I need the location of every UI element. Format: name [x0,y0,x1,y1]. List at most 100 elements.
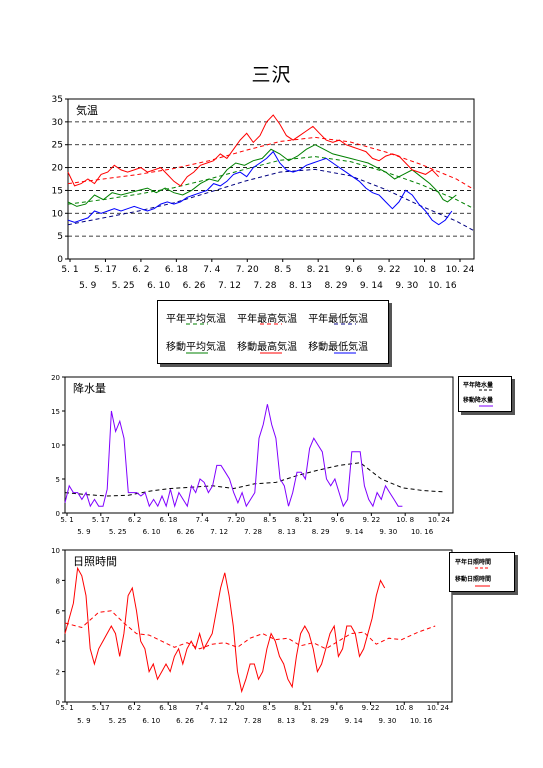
series-line-1 [64,404,403,509]
series-line-3 [67,144,457,207]
x-tick-label: 5. 1 [61,265,78,275]
sunshine-legend: 平年日照時間 移動日照時間 [449,552,515,592]
legend-label-normal-max: 平年最高気温 [237,314,298,325]
series-line-5 [67,150,453,226]
x-tick-label: 9. 22 [362,704,380,712]
x-tick-label: 6. 26 [176,717,194,725]
y-tick-label: 8 [56,577,60,585]
x-tick-label: 9. 30 [395,281,418,291]
x-tick-label: 8. 29 [312,528,330,536]
plot-area [64,376,454,514]
x-tick-label: 6. 26 [183,281,206,291]
x-tick-label: 10. 24 [446,265,475,275]
x-tick-label: 10. 8 [396,516,414,524]
x-tick-label: 5. 9 [77,528,90,536]
legend-label-moving-min: 移動最低気温 [308,342,369,353]
x-tick-label: 5. 9 [77,717,90,725]
plot-area [67,98,475,260]
x-tick-label: 7. 12 [210,528,228,536]
series-line-0 [64,462,445,497]
x-tick-label: 10. 24 [428,516,451,524]
x-tick-label: 8. 29 [324,281,347,291]
x-tick-label: 10. 8 [395,704,413,712]
y-tick-label: 10 [51,547,60,555]
y-tick-label: 4 [56,638,61,646]
legend-label-moving-precip: 移動降水量 [463,397,494,404]
x-tick-label: 5. 17 [92,516,110,524]
y-tick-label: 10 [51,442,60,450]
x-tick-label: 7. 20 [227,704,245,712]
x-tick-label: 6. 26 [176,528,194,536]
y-tick-label: 20 [52,164,64,174]
y-tick-label: 5 [57,232,63,242]
y-tick-label: 2 [56,669,60,677]
x-tick-label: 9. 14 [360,281,383,291]
x-tick-label: 6. 10 [147,281,170,291]
x-tick-label: 7. 4 [196,516,210,524]
x-tick-label: 6. 18 [160,516,178,524]
x-tick-label: 5. 17 [92,704,110,712]
x-tick-label: 6. 2 [128,516,141,524]
x-tick-label: 9. 14 [345,717,363,725]
series-line-1 [67,136,475,190]
legend-label-moving-mean: 移動平均気温 [166,342,226,353]
legend-label-moving-max: 移動最高気温 [237,342,298,353]
x-tick-label: 7. 20 [236,265,259,275]
legend-swatch-normal-sunshine-wrap [475,567,490,569]
legend-label-moving-sunshine: 移動日照時間 [455,576,492,583]
x-tick-label: 6. 18 [165,265,188,275]
x-tick-label: 10. 16 [410,717,433,725]
series-line-0 [67,156,475,210]
x-tick-label: 6. 10 [143,528,161,536]
x-tick-label: 7. 4 [195,704,209,712]
y-tick-label: 0 [57,255,63,265]
page-title: 三沢 [251,64,292,86]
legend-label-normal-precip: 平年降水量 [463,382,494,389]
x-tick-label: 8. 29 [311,717,329,725]
x-tick-label: 9. 22 [362,516,380,524]
x-tick-label: 10. 24 [427,704,450,712]
x-tick-label: 8. 5 [274,265,291,275]
x-tick-label: 5. 25 [109,717,127,725]
x-tick-label: 9. 14 [346,528,364,536]
y-tick-label: 25 [52,141,63,151]
x-tick-label: 10. 16 [428,281,457,291]
x-tick-label: 8. 21 [295,516,313,524]
y-tick-label: 0 [56,699,60,707]
legend-swatch-moving-sunshine-wrap [475,585,490,587]
x-tick-label: 8. 13 [278,528,296,536]
x-tick-label: 9. 30 [379,717,397,725]
plot-area [64,549,453,703]
x-tick-label: 10. 8 [413,265,436,275]
legend-label-normal-mean: 平年平均気温 [166,314,226,325]
x-tick-label: 9. 6 [330,704,344,712]
x-tick-label: 5. 25 [112,281,135,291]
legend-label-normal-sunshine: 平年日照時間 [455,559,492,566]
legend-swatch-moving-precip-wrap [479,405,493,407]
plot-title: 降水量 [73,381,106,395]
x-tick-label: 7. 28 [244,717,262,725]
x-tick-label: 7. 12 [210,717,228,725]
plot-title: 気温 [76,103,98,117]
legend-label-normal-min: 平年最低気温 [308,314,369,325]
x-tick-label: 7. 28 [254,281,277,291]
x-tick-label: 8. 5 [263,704,276,712]
precipitation-legend: 平年降水量 移動降水量 [458,376,512,412]
x-tick-label: 6. 2 [132,265,149,275]
x-tick-label: 5. 1 [60,704,73,712]
x-tick-label: 7. 20 [227,516,245,524]
x-tick-label: 8. 5 [263,516,276,524]
x-tick-label: 6. 2 [128,704,141,712]
legend-swatch-normal-precip-wrap [479,389,493,391]
x-tick-label: 8. 21 [307,265,330,275]
x-tick-label: 5. 9 [79,281,96,291]
y-tick-label: 35 [52,95,63,105]
y-tick-label: 5 [56,476,60,484]
x-tick-label: 7. 12 [218,281,241,291]
plot-title: 日照時間 [73,555,117,568]
y-tick-label: 0 [56,510,60,518]
x-tick-label: 8. 13 [277,717,295,725]
y-tick-label: 15 [51,408,60,416]
x-tick-label: 9. 30 [379,528,397,536]
x-tick-label: 8. 13 [289,281,312,291]
